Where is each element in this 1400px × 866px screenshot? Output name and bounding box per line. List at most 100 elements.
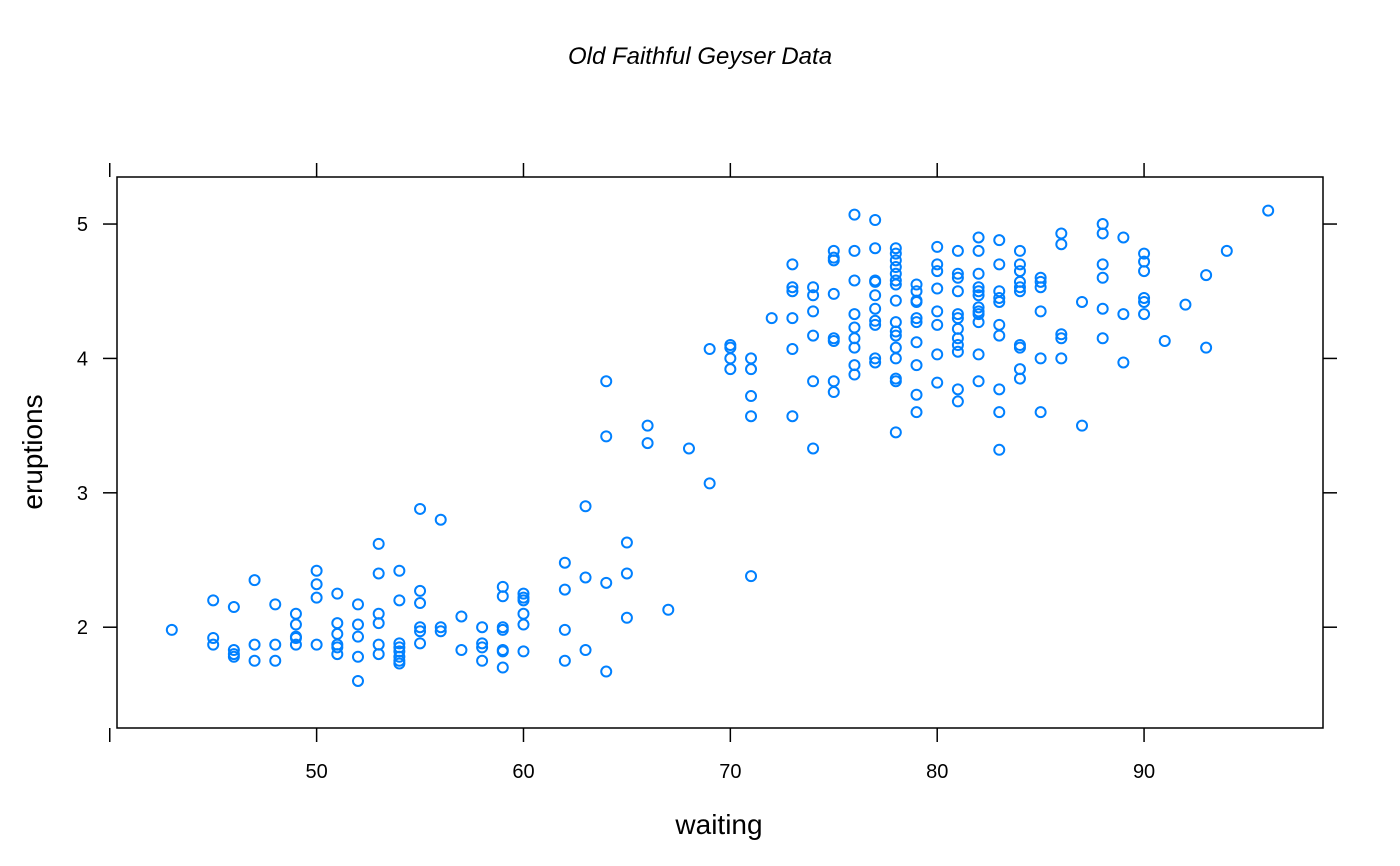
data-point	[393, 650, 406, 663]
data-point	[724, 352, 737, 365]
data-point	[889, 329, 902, 342]
data-point	[869, 275, 882, 288]
data-point	[972, 375, 985, 388]
data-point	[910, 406, 923, 419]
data-point	[869, 318, 882, 331]
data-point	[931, 305, 944, 318]
data-point	[1034, 281, 1047, 294]
data-point	[993, 318, 1006, 331]
data-point	[869, 242, 882, 255]
data-point	[393, 594, 406, 607]
data-point	[455, 610, 468, 623]
data-point	[1096, 258, 1109, 271]
x-tick-label: 60	[512, 761, 534, 783]
data-point	[869, 289, 882, 302]
data-point	[703, 343, 716, 356]
data-point	[889, 254, 902, 267]
data-point	[331, 587, 344, 600]
data-point	[517, 618, 530, 631]
data-point	[662, 603, 675, 616]
data-point	[558, 556, 571, 569]
data-point	[972, 301, 985, 314]
data-point	[414, 625, 427, 638]
y-tick-label: 5	[77, 214, 88, 236]
data-point	[393, 564, 406, 577]
data-point	[951, 244, 964, 257]
data-point	[558, 623, 571, 636]
data-point	[951, 271, 964, 284]
data-point	[476, 641, 489, 654]
data-point	[641, 419, 654, 432]
data-point	[889, 341, 902, 354]
data-point	[993, 329, 1006, 342]
data-point	[889, 325, 902, 338]
data-point	[1034, 406, 1047, 419]
data-point	[310, 564, 323, 577]
data-point	[745, 570, 758, 583]
data-point	[972, 267, 985, 280]
data-point	[331, 641, 344, 654]
data-point	[414, 597, 427, 610]
data-point	[351, 598, 364, 611]
data-point	[827, 287, 840, 300]
data-point	[351, 674, 364, 687]
data-point	[600, 576, 613, 589]
data-point	[869, 314, 882, 327]
data-point	[972, 285, 985, 298]
data-point	[393, 637, 406, 650]
data-point	[972, 308, 985, 321]
data-point	[248, 574, 261, 587]
data-point	[786, 343, 799, 356]
data-point	[951, 395, 964, 408]
data-point	[1138, 295, 1151, 308]
data-point	[1013, 372, 1026, 385]
data-point	[807, 281, 820, 294]
data-point	[1013, 258, 1026, 271]
data-point	[558, 654, 571, 667]
data-point	[496, 645, 509, 658]
data-point	[579, 500, 592, 513]
data-point	[951, 267, 964, 280]
data-point	[496, 590, 509, 603]
data-point	[1055, 227, 1068, 240]
data-point	[889, 294, 902, 307]
data-point	[1138, 308, 1151, 321]
data-point	[786, 312, 799, 325]
data-point	[289, 607, 302, 620]
data-point	[372, 567, 385, 580]
data-point	[972, 244, 985, 257]
data-point	[889, 426, 902, 439]
data-point	[889, 352, 902, 365]
data-point	[517, 607, 530, 620]
data-point	[372, 537, 385, 550]
data-point	[807, 305, 820, 318]
data-point	[786, 281, 799, 294]
data-point	[331, 627, 344, 640]
data-point	[1117, 356, 1130, 369]
data-point	[1034, 275, 1047, 288]
data-point	[289, 631, 302, 644]
data-point	[807, 289, 820, 302]
data-point	[227, 644, 240, 657]
x-tick-label: 90	[1133, 761, 1155, 783]
data-point	[1055, 238, 1068, 251]
data-point	[889, 242, 902, 255]
data-point	[1055, 352, 1068, 365]
data-point	[620, 611, 633, 624]
data-point	[972, 316, 985, 329]
data-point	[869, 352, 882, 365]
data-point	[745, 363, 758, 376]
data-point	[910, 336, 923, 349]
data-point	[1096, 302, 1109, 315]
data-point	[331, 648, 344, 661]
data-point	[786, 258, 799, 271]
data-point	[951, 345, 964, 358]
data-point	[351, 650, 364, 663]
data-point	[600, 665, 613, 678]
data-point	[1117, 231, 1130, 244]
data-point	[889, 247, 902, 260]
data-point	[1158, 334, 1171, 347]
data-point	[476, 621, 489, 634]
data-point	[207, 638, 220, 651]
